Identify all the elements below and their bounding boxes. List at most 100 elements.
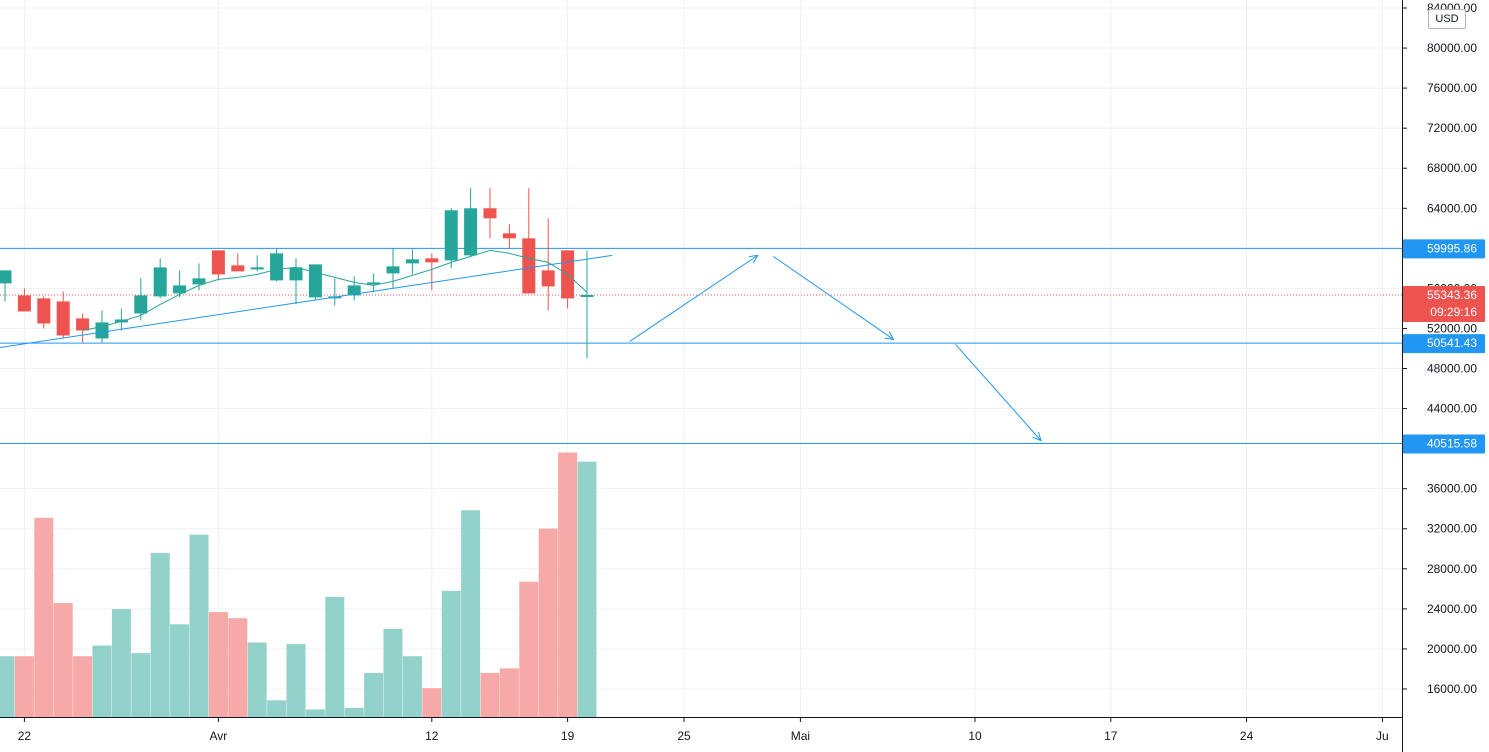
price-axis-bg: [1402, 0, 1489, 752]
candle-body: [464, 208, 478, 256]
price-tick-label: 24000.00: [1427, 602, 1477, 616]
projection-arrow: [772, 255, 894, 340]
price-tick-label: 20000.00: [1427, 642, 1477, 656]
projection-arrow: [629, 254, 758, 342]
time-tick-label: Mai: [791, 729, 810, 743]
candle-body: [173, 285, 187, 294]
volume-bar: [73, 656, 93, 717]
candle-body: [580, 294, 594, 297]
price-tick-label: 48000.00: [1427, 362, 1477, 376]
arrow-head: [884, 331, 895, 341]
candle-body: [134, 295, 148, 314]
candle-body: [289, 267, 303, 281]
volume-bar: [441, 590, 461, 717]
price-tag-label: 55343.36: [1427, 288, 1477, 302]
candle-body: [502, 233, 516, 239]
price-tick-label: 72000.00: [1427, 121, 1477, 135]
volume-bar: [364, 672, 384, 717]
volume-bar: [267, 700, 287, 717]
price-tick-label: 68000.00: [1427, 161, 1477, 175]
candle-body: [347, 285, 361, 296]
time-tick-label: 25: [677, 729, 691, 743]
volume-bar: [344, 707, 364, 717]
price-tag-label: 40515.58: [1427, 436, 1477, 450]
candle-body: [37, 298, 51, 324]
price-tags: 59995.86 50541.43 40515.58 55343.36 09:29:16: [1403, 239, 1485, 454]
volume-bars: [0, 452, 597, 717]
time-tick-label: 17: [1104, 729, 1118, 743]
time-tick-label: 19: [561, 729, 575, 743]
volume-bar: [170, 624, 190, 717]
candle-body: [153, 267, 167, 297]
horizontal-levels: [0, 247, 1402, 444]
candle-body: [0, 270, 12, 284]
volume-bar: [402, 656, 422, 717]
candle-body: [444, 210, 458, 261]
volume-bar: [305, 709, 325, 717]
candle-body: [386, 266, 400, 274]
time-tick-label: 10: [968, 729, 982, 743]
volume-bar: [228, 618, 248, 717]
price-tick-label: 28000.00: [1427, 562, 1477, 576]
time-axis-bg: [0, 717, 1402, 752]
volume-bar: [519, 581, 539, 717]
volume-bar: [189, 534, 209, 717]
volume-bar: [0, 656, 15, 717]
time-tick-label: 22: [18, 729, 32, 743]
arrow-head: [748, 254, 759, 264]
candlesticks: [0, 188, 594, 359]
volume-bar: [111, 609, 131, 717]
candle-body: [308, 264, 322, 298]
candle-body: [425, 258, 439, 263]
candle-body: [250, 267, 264, 270]
price-tag: [1403, 434, 1485, 454]
volume-bar: [422, 688, 442, 717]
time-tick-label: Avr: [210, 729, 228, 743]
volume-bar: [34, 517, 54, 717]
candle-body: [192, 278, 206, 285]
volume-bar: [131, 653, 151, 717]
candle-body: [270, 253, 284, 281]
price-tick-label: 76000.00: [1427, 81, 1477, 95]
candle-body: [17, 295, 31, 312]
candle-body: [211, 250, 225, 275]
volume-bar: [286, 644, 306, 717]
price-tag: [1403, 239, 1485, 259]
drawings: [0, 254, 1042, 442]
candle-body: [56, 301, 70, 336]
time-tick-label: 12: [425, 729, 439, 743]
price-tick-label: 16000.00: [1427, 682, 1477, 696]
volume-bar: [208, 612, 228, 717]
currency-badge[interactable]: USD: [1428, 9, 1466, 29]
chart-grid: [0, 0, 1402, 717]
price-tick-label: 64000.00: [1427, 201, 1477, 215]
volume-bar: [461, 510, 481, 717]
time-tick-label: Ju: [1376, 729, 1389, 743]
trendline: [0, 254, 613, 348]
candle-body: [541, 270, 555, 287]
arrow-head: [1032, 431, 1042, 442]
candle-body: [76, 318, 90, 331]
projection-arrow: [955, 344, 1042, 441]
volume-bar: [558, 452, 578, 717]
volume-bar: [247, 642, 267, 717]
candle-body: [522, 238, 536, 294]
price-tick-label: 32000.00: [1427, 522, 1477, 536]
price-tag: [1403, 334, 1485, 354]
price-tag-label: 50541.43: [1427, 336, 1477, 350]
volume-bar: [150, 552, 170, 717]
time-tick-label: 24: [1240, 729, 1254, 743]
volume-bar: [480, 672, 500, 717]
volume-bar: [538, 528, 558, 717]
candle-body: [231, 265, 245, 272]
volume-bar: [577, 461, 597, 717]
price-tick-label: 36000.00: [1427, 482, 1477, 496]
price-tick-label: 44000.00: [1427, 402, 1477, 416]
volume-bar: [53, 603, 73, 717]
volume-bar: [383, 628, 403, 717]
price-tick-label: 80000.00: [1427, 41, 1477, 55]
candle-body: [367, 282, 381, 285]
moving-average: [82, 249, 588, 331]
volume-bar: [92, 645, 112, 717]
